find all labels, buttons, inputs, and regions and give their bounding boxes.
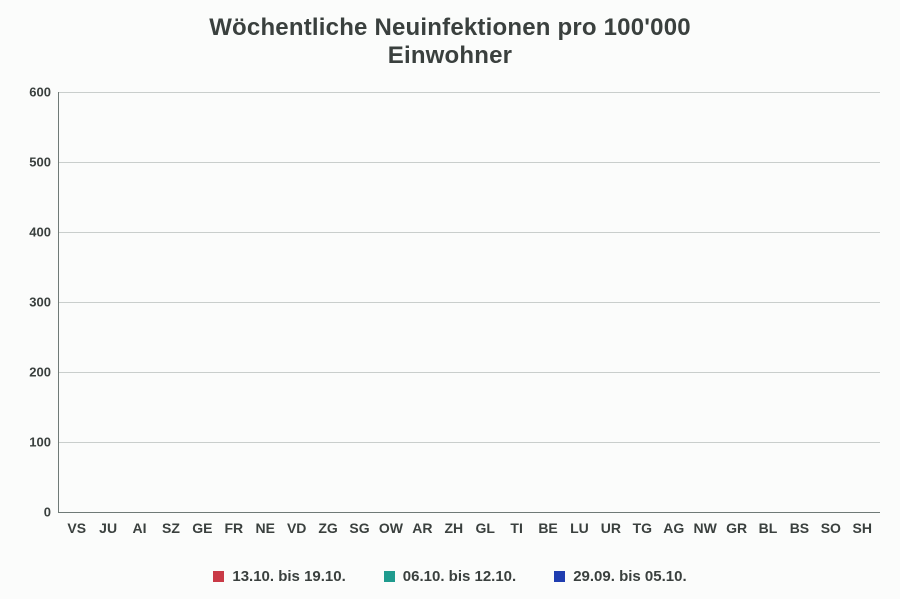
- chart-title: Wöchentliche Neuinfektionen pro 100'000 …: [0, 0, 900, 69]
- x-tick-label: LU: [564, 520, 595, 536]
- x-tick-label: AI: [124, 520, 155, 536]
- chart-title-line-2: Einwohner: [388, 42, 512, 69]
- x-tick-label: SZ: [155, 520, 186, 536]
- x-tick-label: TG: [627, 520, 658, 536]
- y-tick-label: 500: [11, 155, 51, 170]
- x-tick-label: JU: [92, 520, 123, 536]
- legend-label: 29.09. bis 05.10.: [573, 568, 686, 585]
- y-tick-label: 400: [11, 225, 51, 240]
- y-tick-label: 200: [11, 365, 51, 380]
- legend-swatch: [554, 571, 565, 582]
- x-tick-label: BE: [532, 520, 563, 536]
- x-tick-label: NE: [250, 520, 281, 536]
- y-tick-label: 600: [11, 85, 51, 100]
- y-tick-label: 0: [11, 505, 51, 520]
- x-tick-label: ZH: [438, 520, 469, 536]
- legend-label: 06.10. bis 12.10.: [403, 568, 516, 585]
- chart-title-line-1: Wöchentliche Neuinfektionen pro 100'000: [209, 14, 691, 41]
- x-tick-label: BS: [784, 520, 815, 536]
- legend-swatch: [384, 571, 395, 582]
- bars-row: VSJUAISZGEFRNEVDZGSGOWARZHGLTIBELUURTGAG…: [59, 92, 880, 512]
- chart-frame: Wöchentliche Neuinfektionen pro 100'000 …: [0, 0, 900, 599]
- plot-area: 0100200300400500600VSJUAISZGEFRNEVDZGSGO…: [58, 92, 880, 513]
- x-tick-label: SO: [815, 520, 846, 536]
- x-tick-label: GL: [469, 520, 500, 536]
- x-tick-label: AR: [407, 520, 438, 536]
- x-tick-label: SH: [847, 520, 878, 536]
- legend-swatch: [213, 571, 224, 582]
- y-tick-label: 300: [11, 295, 51, 310]
- legend-item: 13.10. bis 19.10.: [213, 568, 345, 585]
- x-tick-label: TI: [501, 520, 532, 536]
- x-tick-label: UR: [595, 520, 626, 536]
- x-tick-label: FR: [218, 520, 249, 536]
- x-tick-label: NW: [689, 520, 720, 536]
- legend: 13.10. bis 19.10. 06.10. bis 12.10. 29.09.…: [0, 568, 900, 585]
- x-tick-label: VS: [61, 520, 92, 536]
- legend-item: 06.10. bis 12.10.: [384, 568, 516, 585]
- x-tick-label: BL: [752, 520, 783, 536]
- x-tick-label: VD: [281, 520, 312, 536]
- x-tick-label: OW: [375, 520, 406, 536]
- x-tick-label: GE: [187, 520, 218, 536]
- x-tick-label: ZG: [312, 520, 343, 536]
- y-tick-label: 100: [11, 435, 51, 450]
- legend-label: 13.10. bis 19.10.: [232, 568, 345, 585]
- x-tick-label: GR: [721, 520, 752, 536]
- x-tick-label: AG: [658, 520, 689, 536]
- legend-item: 29.09. bis 05.10.: [554, 568, 686, 585]
- x-tick-label: SG: [344, 520, 375, 536]
